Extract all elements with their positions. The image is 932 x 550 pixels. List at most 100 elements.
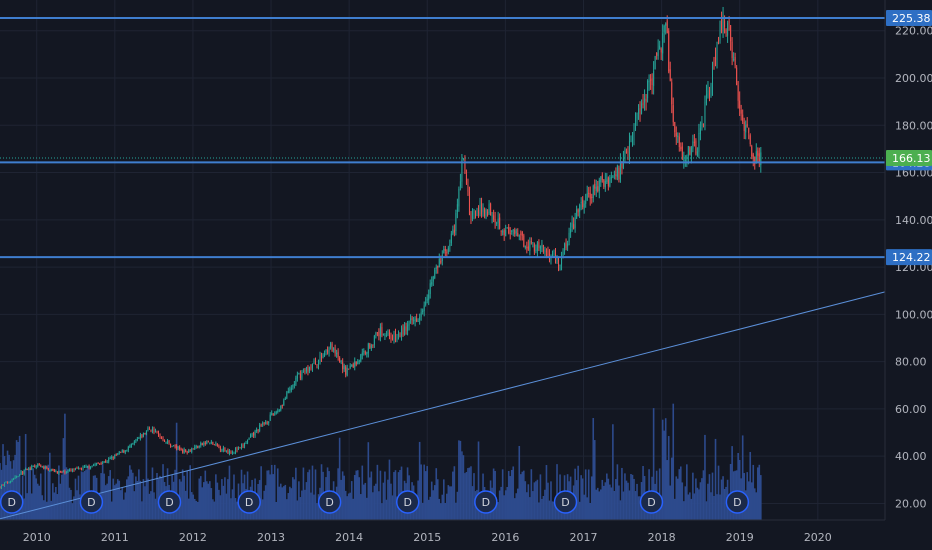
candle-body bbox=[106, 461, 108, 463]
candle-body bbox=[340, 361, 342, 363]
candle-body bbox=[70, 469, 72, 471]
price-axis[interactable]: 20.0040.0060.0080.00100.00120.00140.0016… bbox=[884, 0, 932, 550]
candle-body bbox=[136, 439, 138, 441]
candle-body bbox=[16, 476, 18, 478]
price-axis-panel[interactable] bbox=[885, 0, 932, 550]
volume-bar bbox=[673, 498, 676, 520]
volume-bar bbox=[260, 466, 262, 520]
candle-body bbox=[207, 441, 209, 443]
volume-bar bbox=[633, 478, 635, 520]
candle-body bbox=[372, 344, 374, 346]
dividend-marker[interactable] bbox=[725, 490, 750, 514]
candle-body bbox=[638, 108, 640, 114]
dividend-marker[interactable] bbox=[0, 490, 24, 514]
dividend-marker-label: D bbox=[733, 496, 741, 509]
candle-body bbox=[711, 62, 713, 87]
candle-body bbox=[727, 22, 729, 36]
candle-body bbox=[440, 260, 442, 263]
candle-body bbox=[100, 463, 102, 465]
volume-bar bbox=[52, 483, 54, 520]
time-axis-panel[interactable] bbox=[0, 520, 885, 550]
volume-bar bbox=[35, 478, 38, 520]
candle-body bbox=[529, 241, 531, 252]
candle-body bbox=[532, 242, 534, 244]
candle-body bbox=[755, 151, 757, 163]
time-tick-label: 2013 bbox=[257, 531, 285, 544]
price-level-flag[interactable] bbox=[886, 10, 932, 27]
candle-body bbox=[4, 482, 6, 486]
volume-bar bbox=[583, 494, 585, 520]
volume-bar bbox=[6, 450, 9, 520]
time-axis[interactable]: 2010 2011 2012 2013 2014 2015 2016 2017 2018 2019… bbox=[0, 519, 885, 550]
candle-body bbox=[373, 335, 375, 345]
volume-bar bbox=[580, 475, 582, 520]
volume-bar bbox=[353, 475, 356, 520]
price-level-flag[interactable] bbox=[886, 150, 932, 167]
candle-body bbox=[399, 333, 401, 337]
volume-bar bbox=[305, 482, 308, 520]
candle-body bbox=[168, 440, 170, 444]
candle-body bbox=[378, 331, 380, 336]
candle-body bbox=[757, 150, 759, 156]
candle-body bbox=[316, 365, 318, 367]
volume-bar bbox=[628, 490, 631, 520]
dividend-marker[interactable] bbox=[639, 490, 664, 514]
dividend-marker[interactable] bbox=[157, 490, 182, 514]
volume-bar bbox=[750, 482, 753, 520]
volume-bar bbox=[302, 467, 305, 520]
volume-bar bbox=[610, 487, 613, 520]
volume-bar bbox=[267, 470, 270, 520]
candle-body bbox=[398, 333, 400, 337]
candle-body bbox=[666, 20, 668, 34]
time-tick-label: 2010 bbox=[23, 531, 51, 544]
candle-body bbox=[245, 442, 247, 444]
volume-bar bbox=[670, 457, 673, 520]
volume-bar bbox=[281, 487, 284, 520]
candle-body bbox=[564, 243, 566, 251]
candle-body bbox=[2, 484, 4, 486]
volume-bar bbox=[0, 469, 3, 520]
candle-body bbox=[23, 470, 25, 475]
dividend-marker[interactable] bbox=[237, 490, 261, 514]
candle-body bbox=[595, 186, 597, 191]
dividend-marker[interactable] bbox=[79, 490, 104, 514]
candle-body bbox=[287, 391, 289, 393]
volume-bar bbox=[189, 465, 192, 520]
dividend-marker[interactable] bbox=[317, 490, 342, 514]
volume-bar bbox=[255, 503, 258, 520]
candle-body bbox=[77, 467, 79, 469]
volume-bar bbox=[535, 481, 537, 520]
volume-bar bbox=[23, 498, 25, 520]
candle-body bbox=[561, 256, 563, 265]
candle-body bbox=[324, 353, 326, 357]
candle-body bbox=[644, 98, 646, 103]
candle-body bbox=[598, 179, 600, 192]
candle-body bbox=[153, 429, 155, 433]
price-level-flag[interactable] bbox=[886, 249, 932, 266]
candle-body bbox=[43, 466, 45, 469]
candle-body bbox=[689, 146, 691, 155]
candle-body bbox=[62, 470, 64, 472]
candle-body bbox=[547, 250, 549, 256]
volume-bar bbox=[503, 495, 505, 520]
candle-body bbox=[308, 367, 310, 372]
volume-bar bbox=[461, 451, 463, 520]
candle-body bbox=[286, 392, 288, 399]
dividend-marker[interactable] bbox=[474, 490, 498, 514]
dividend-marker[interactable] bbox=[553, 490, 578, 514]
candle-body bbox=[636, 113, 638, 119]
candle-body bbox=[266, 422, 268, 424]
candle-body bbox=[361, 352, 363, 356]
candle-body bbox=[200, 443, 202, 446]
candle-body bbox=[467, 185, 469, 192]
volume-bar bbox=[415, 501, 418, 520]
dividend-marker[interactable] bbox=[395, 490, 420, 514]
candle-body bbox=[79, 467, 81, 469]
candle-body bbox=[213, 444, 215, 446]
candle-body bbox=[239, 447, 241, 449]
volume-bar bbox=[115, 483, 118, 520]
volume-bar bbox=[723, 488, 726, 520]
volume-bar bbox=[27, 469, 30, 520]
candle-body bbox=[222, 447, 224, 451]
